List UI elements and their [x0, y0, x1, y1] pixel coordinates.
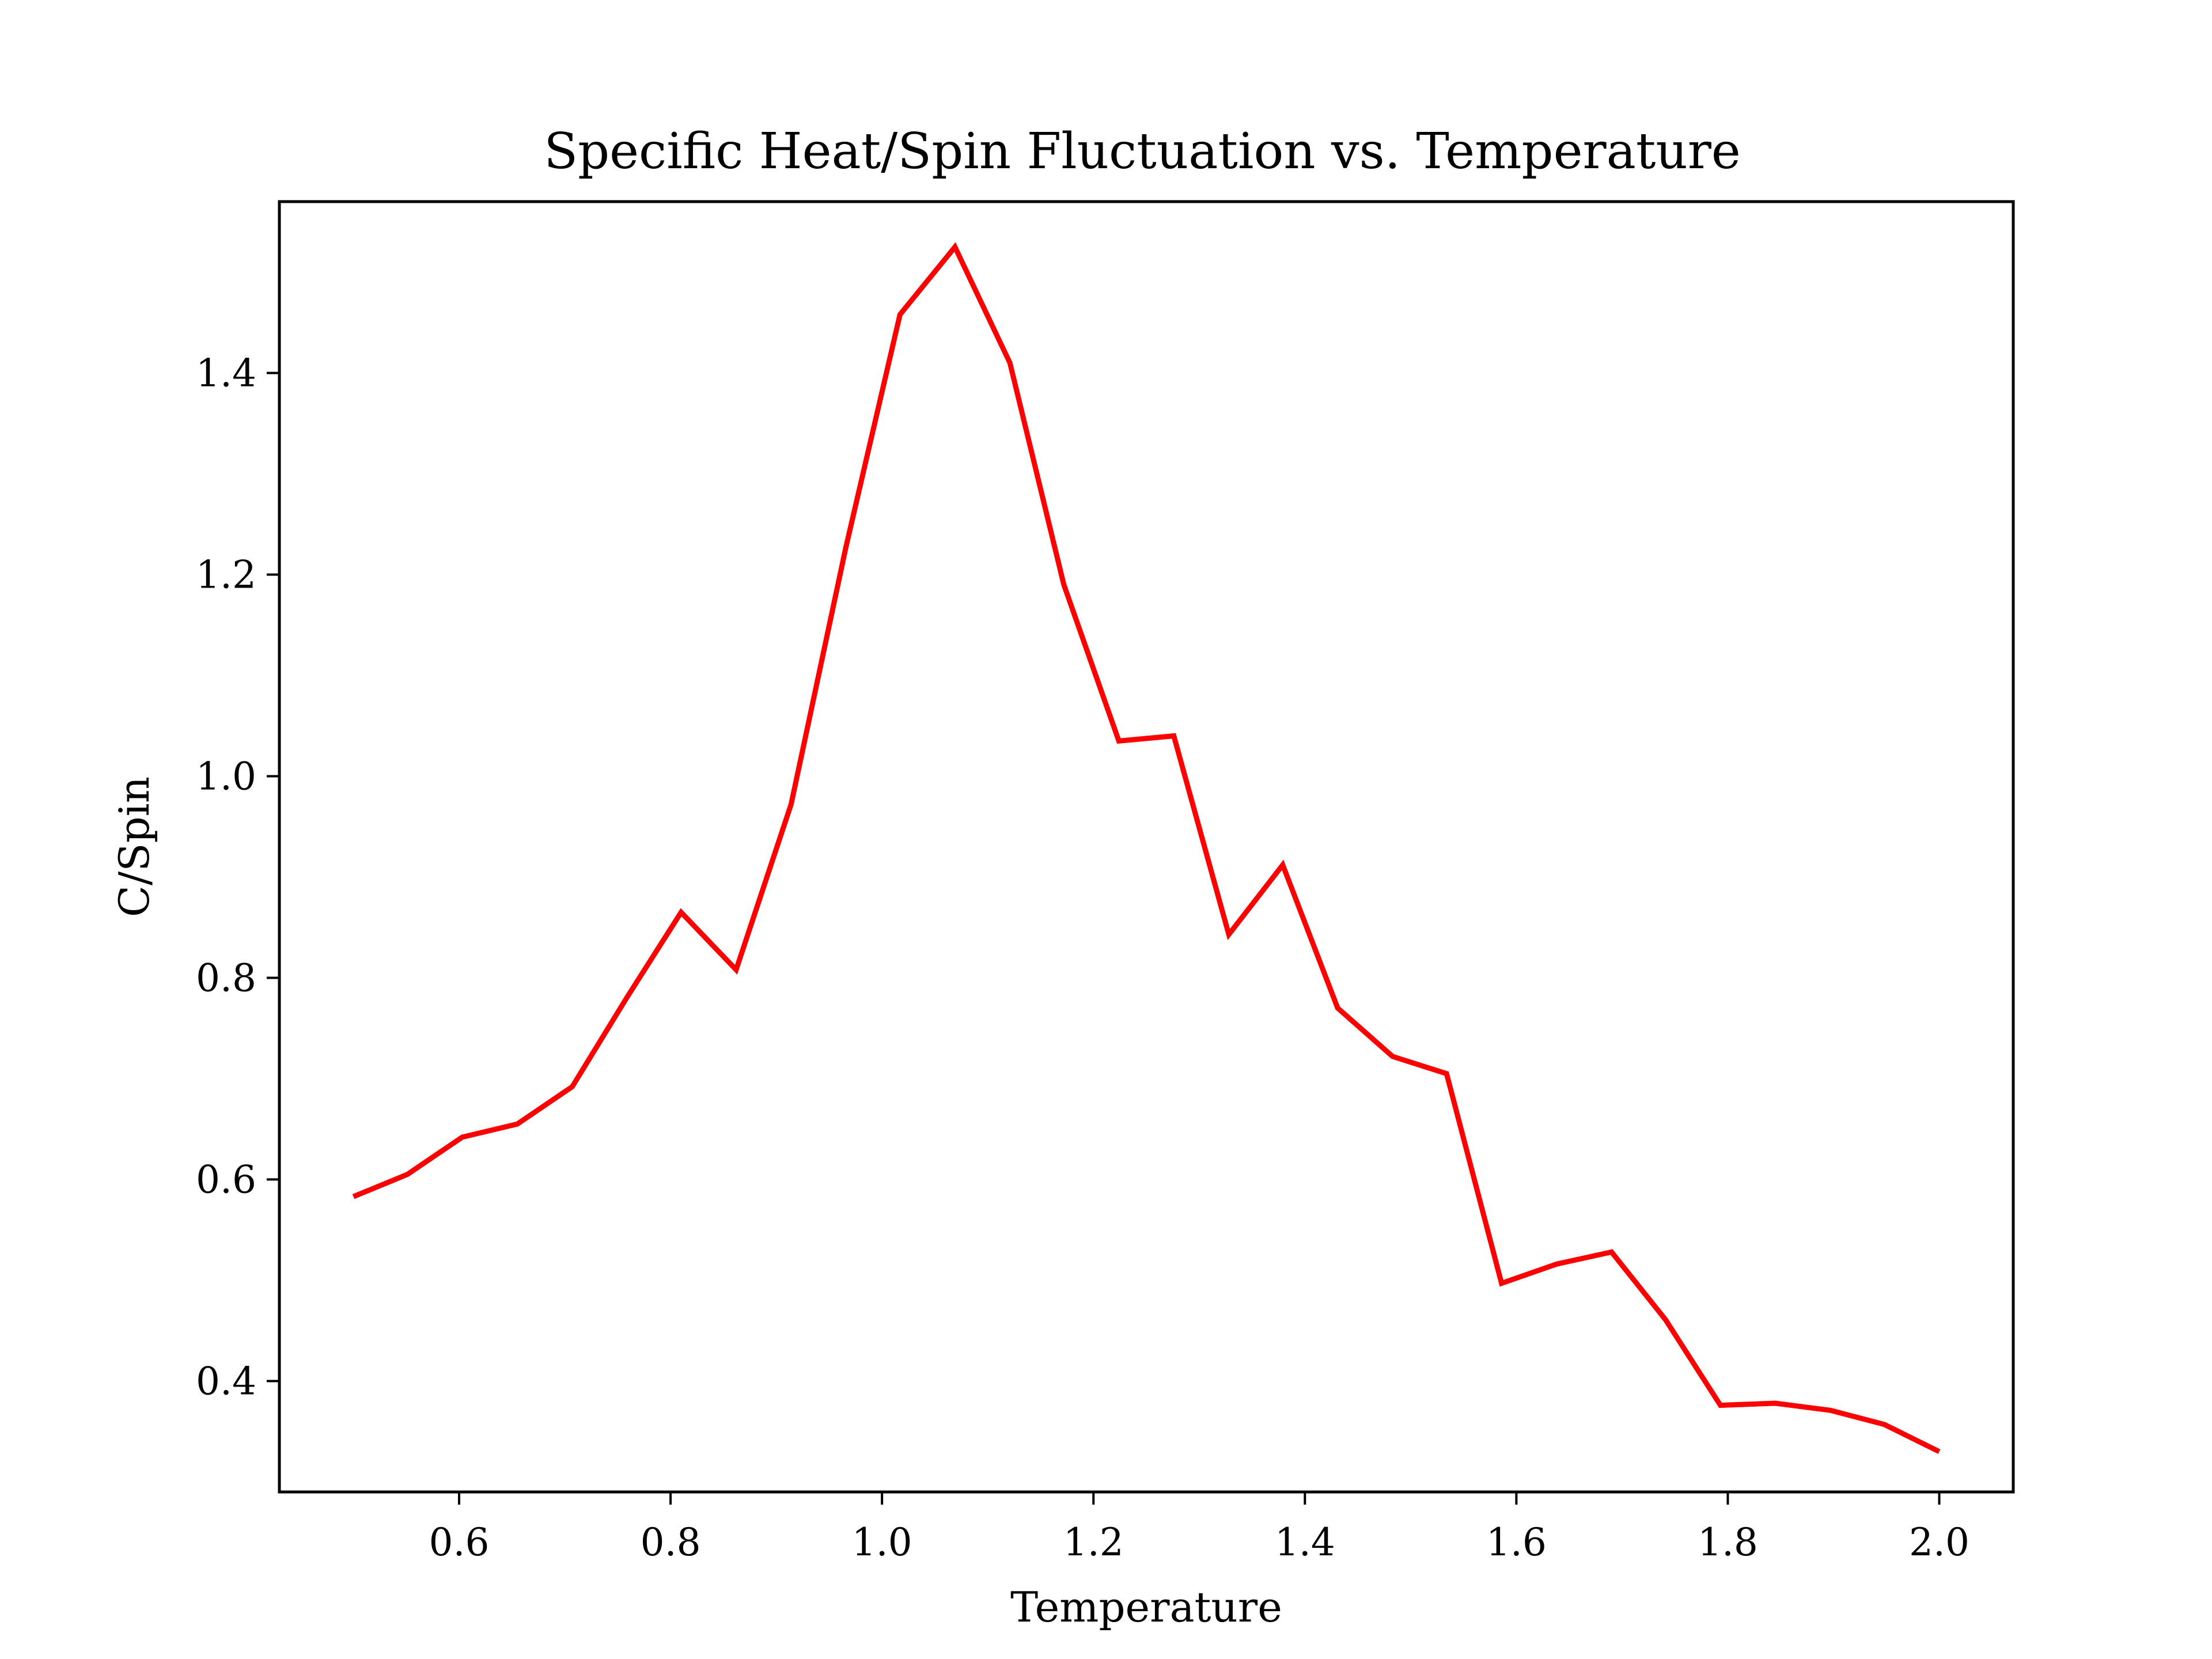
y-axis: 0.4 0.6 0.8 1.0 1.2 1.4 — [196, 351, 279, 1404]
x-tick-label: 2.0 — [1909, 1520, 1969, 1565]
x-tick-label: 1.2 — [1063, 1520, 1124, 1565]
y-tick-label: 1.2 — [196, 553, 256, 597]
x-axis: 0.6 0.8 1.0 1.2 1.4 1.6 1.8 2.0 — [429, 1492, 1969, 1565]
x-tick-label: 0.8 — [641, 1520, 701, 1565]
plot-area — [278, 200, 2015, 1494]
y-axis-label: C/Spin — [110, 777, 158, 917]
series-line — [352, 242, 1941, 1455]
y-tick-label: 0.6 — [196, 1158, 256, 1202]
x-tick-label: 1.8 — [1698, 1520, 1758, 1565]
chart-title: Specific Heat/Spin Fluctuation vs. Tempe… — [544, 123, 1741, 180]
y-tick-label: 0.4 — [196, 1359, 256, 1404]
x-tick-label: 0.6 — [429, 1520, 490, 1565]
x-tick-label: 1.6 — [1486, 1520, 1547, 1565]
x-tick-label: 1.0 — [852, 1520, 912, 1565]
y-tick-label: 1.0 — [196, 755, 256, 799]
y-tick-label: 1.4 — [196, 351, 256, 396]
y-tick-label: 0.8 — [196, 956, 256, 1001]
x-axis-label: Temperature — [1010, 1583, 1282, 1631]
x-tick-label: 1.4 — [1275, 1520, 1335, 1565]
series-group — [352, 242, 1941, 1455]
